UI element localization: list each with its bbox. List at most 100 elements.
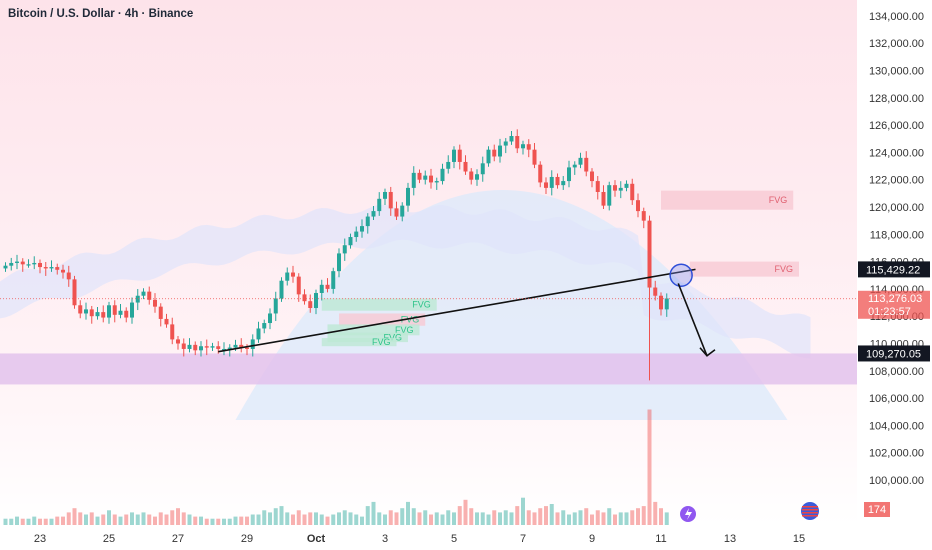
volume-bar — [561, 510, 566, 525]
volume-bar — [452, 512, 456, 525]
candle — [285, 272, 290, 281]
volume-bar — [9, 518, 14, 525]
volume-bar — [61, 516, 65, 525]
volume-bar — [84, 514, 88, 525]
volume-bar — [475, 512, 479, 525]
candle — [84, 309, 88, 314]
volume-bar — [584, 508, 589, 525]
volume-bar — [222, 518, 226, 525]
candle — [216, 346, 221, 349]
volume-bar — [647, 409, 652, 525]
candle — [268, 313, 272, 324]
volume-bar — [498, 512, 502, 525]
volume-bar — [618, 512, 623, 525]
volume-bar — [630, 510, 635, 525]
candle — [193, 344, 198, 351]
volume-bar — [170, 510, 175, 525]
fvg-label: FVG — [401, 315, 420, 325]
volume-tag-bg — [864, 502, 890, 517]
candle — [365, 216, 370, 227]
volume-bar — [268, 512, 272, 525]
volume-bar — [107, 510, 111, 525]
volume-bar — [624, 512, 629, 525]
volume-bar — [532, 512, 537, 525]
volume-bar — [607, 508, 612, 525]
candle — [89, 309, 94, 317]
fvg-label: FVG — [395, 325, 414, 335]
volume-bar — [135, 514, 140, 525]
volume-bar — [66, 512, 71, 525]
us-flag-avatar-icon[interactable] — [801, 502, 819, 520]
volume-bar — [503, 510, 508, 525]
candle — [521, 144, 525, 149]
volume-bar — [446, 510, 451, 525]
volume-bar — [124, 514, 129, 525]
candle — [492, 149, 497, 157]
candle — [394, 208, 399, 217]
candle — [503, 141, 508, 146]
volume-bar — [291, 514, 295, 525]
candle — [308, 301, 313, 309]
y-tick-label: 106,000.00 — [869, 393, 924, 405]
volume-bar — [331, 514, 336, 525]
candle — [222, 348, 226, 351]
fvg-box — [327, 332, 408, 343]
candle — [578, 157, 583, 165]
volume-bar — [319, 514, 324, 525]
trendline[interactable] — [218, 268, 696, 353]
volume-bar — [601, 512, 606, 525]
lightning-glyph-icon — [685, 508, 692, 520]
candle — [3, 265, 8, 269]
volume-bar — [262, 510, 267, 525]
candle — [486, 149, 491, 164]
flag-stripe — [802, 515, 818, 517]
volume-bar — [440, 514, 445, 525]
volume-bar — [314, 512, 318, 525]
volume-bar — [233, 516, 238, 525]
flag-stripe — [802, 506, 818, 508]
x-tick-label: Oct — [307, 533, 326, 545]
y-tick-label: 130,000.00 — [869, 66, 924, 78]
candle — [647, 220, 652, 288]
candle — [262, 323, 267, 329]
fvg-box — [661, 190, 794, 210]
y-tick-label: 100,000.00 — [869, 475, 924, 487]
arrow-head — [699, 347, 716, 357]
candle — [342, 245, 347, 254]
candle — [130, 302, 134, 318]
candle — [641, 211, 646, 221]
volume-bar — [15, 516, 19, 525]
candle — [135, 295, 140, 303]
candle — [112, 305, 117, 315]
volume-bar — [457, 506, 462, 525]
candle — [452, 149, 456, 162]
candle — [9, 262, 14, 266]
volume-bar — [216, 518, 221, 525]
candle — [440, 168, 445, 182]
price-tag-bg — [858, 345, 930, 362]
candle — [49, 267, 54, 269]
candle — [273, 298, 278, 314]
candle — [423, 175, 428, 180]
candles — [3, 129, 669, 381]
volume-bar — [38, 518, 42, 525]
volume-bar — [176, 508, 180, 525]
volume-bar — [130, 512, 134, 525]
candle — [15, 261, 19, 263]
candle — [463, 161, 468, 172]
candle — [526, 144, 531, 150]
candle — [417, 172, 422, 180]
support-zone — [0, 353, 857, 385]
volume-bar — [187, 514, 192, 525]
candle — [532, 149, 537, 165]
candle — [227, 347, 232, 349]
candle — [302, 294, 307, 302]
circle-marker[interactable] — [669, 263, 693, 287]
candle — [199, 346, 203, 351]
volume-bar — [210, 518, 215, 525]
candle — [233, 344, 238, 348]
candle — [590, 171, 594, 182]
fvg-box — [321, 338, 397, 347]
arrow-shaft[interactable] — [677, 283, 708, 357]
